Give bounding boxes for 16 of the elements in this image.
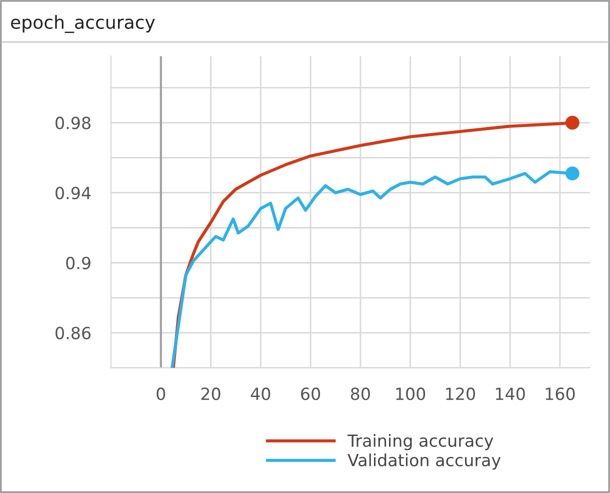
x-tick-label: 80 [350, 388, 370, 400]
legend-label: Validation accuray [348, 454, 501, 470]
x-tick-label: 20 [201, 388, 220, 400]
y-tick-label: 0.86 [56, 326, 91, 340]
x-tick-label: 160 [546, 388, 575, 400]
x-tick-label: 60 [301, 388, 320, 400]
x-tick-label: 120 [446, 388, 475, 400]
y-tick-label: 0.98 [56, 116, 90, 130]
x-tick-label: 0 [156, 388, 166, 400]
y-tick-label: 0.94 [56, 186, 91, 200]
x-tick-label: 140 [496, 388, 525, 400]
x-tick-label: 100 [396, 388, 426, 400]
legend-label: Training accuracy [347, 434, 494, 450]
x-tick-label: 40 [250, 388, 270, 400]
chart-title: epoch_accuracy [10, 15, 155, 33]
y-tick-label: 0.9 [66, 256, 90, 270]
